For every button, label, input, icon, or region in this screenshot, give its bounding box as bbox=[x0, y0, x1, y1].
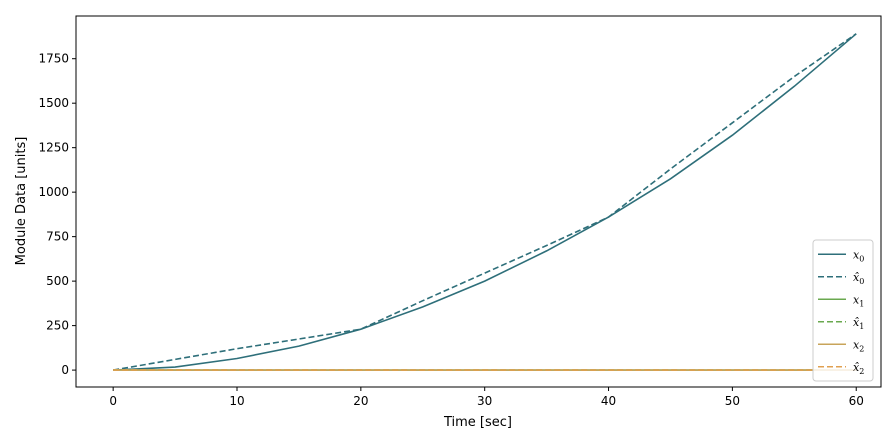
legend-label: x̂0 bbox=[853, 271, 864, 286]
y-tick-label: 250 bbox=[46, 319, 69, 333]
legend: x0 x̂0 x1 x̂1 x2 x̂2 bbox=[812, 239, 874, 382]
x-tick-label: 50 bbox=[725, 394, 740, 408]
y-tick-label: 0 bbox=[61, 363, 69, 377]
y-tick-label: 1750 bbox=[38, 52, 69, 66]
x-tick-label: 20 bbox=[353, 394, 368, 408]
series-layer bbox=[113, 33, 857, 371]
y-axis-label: Module Data [units] bbox=[14, 137, 29, 266]
legend-label: x̂1 bbox=[853, 316, 864, 331]
x-tick-label: 40 bbox=[601, 394, 616, 408]
y-tick-label: 1500 bbox=[38, 96, 69, 110]
y-tick-label: 750 bbox=[46, 230, 69, 244]
x-tick-label: 10 bbox=[229, 394, 244, 408]
plot-frame bbox=[75, 15, 882, 388]
x-tick-label: 0 bbox=[109, 394, 117, 408]
y-axis-ticks: 0 250 500 750 1000 1250 1500 1750 bbox=[38, 52, 76, 377]
y-tick-label: 500 bbox=[46, 274, 69, 288]
legend-label: x̂2 bbox=[853, 361, 864, 376]
x-axis-ticks: 0 10 20 30 40 50 60 bbox=[109, 387, 864, 408]
y-tick-label: 1250 bbox=[38, 141, 69, 155]
x-tick-label: 30 bbox=[477, 394, 492, 408]
series-line-0 bbox=[113, 33, 857, 371]
x-tick-label: 60 bbox=[849, 394, 864, 408]
legend-label: x0 bbox=[853, 248, 864, 263]
legend-label: x2 bbox=[853, 338, 864, 353]
legend-label: x1 bbox=[853, 293, 864, 308]
x-axis-label: Time [sec] bbox=[443, 415, 512, 430]
legend-box bbox=[812, 239, 874, 382]
series-line-1 bbox=[113, 33, 857, 371]
y-tick-label: 1000 bbox=[38, 185, 69, 199]
